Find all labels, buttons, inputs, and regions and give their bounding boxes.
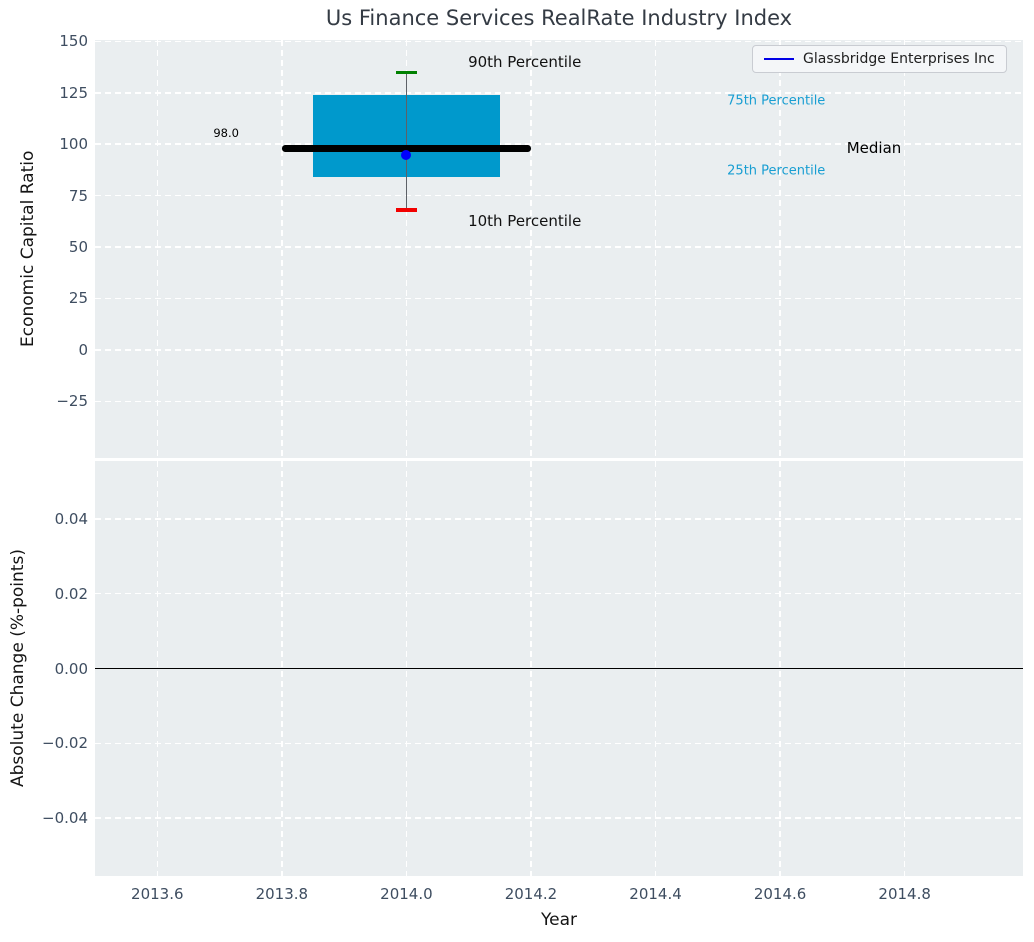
y-tick-label: 150 bbox=[59, 32, 88, 51]
y-tick-label: 0 bbox=[78, 340, 88, 359]
h-gridline bbox=[95, 194, 1023, 197]
legend: Glassbridge Enterprises Inc bbox=[752, 45, 1007, 73]
v-gridline bbox=[281, 40, 283, 458]
y-tick-label: 25 bbox=[68, 289, 88, 308]
h-gridline bbox=[95, 297, 1023, 300]
legend-line-swatch bbox=[764, 58, 794, 60]
v-gridline bbox=[779, 40, 781, 458]
bottom-y-axis-label: Absolute Change (%-points) bbox=[8, 549, 28, 788]
zero-line bbox=[95, 667, 1023, 670]
chart-title: Us Finance Services RealRate Industry In… bbox=[325, 6, 793, 30]
bottom-plot-area bbox=[95, 461, 1023, 876]
h-gridline bbox=[95, 400, 1023, 402]
top-plot-area: 90th Percentile 10th Percentile Median 75th… bbox=[95, 40, 1023, 458]
v-gridline bbox=[405, 40, 408, 458]
top-y-axis-label: Economic Capital Ratio bbox=[18, 150, 38, 348]
y-tick-label: 0.04 bbox=[54, 509, 88, 528]
x-tick-label: 2014.8 bbox=[878, 885, 931, 903]
h-gridline bbox=[95, 40, 1023, 43]
h-gridline bbox=[95, 592, 1023, 595]
annotation: 75th Percentile bbox=[727, 93, 826, 109]
h-gridline bbox=[95, 92, 1023, 94]
y-tick-label: 0.00 bbox=[54, 659, 88, 678]
v-gridline bbox=[654, 40, 657, 458]
y-tick-label: −25 bbox=[56, 392, 88, 411]
x-tick-label: 2014.2 bbox=[504, 885, 558, 903]
h-gridline bbox=[95, 518, 1023, 520]
h-gridline bbox=[95, 246, 1023, 248]
y-tick-label: −0.02 bbox=[42, 734, 88, 753]
annotation: 98.0 bbox=[213, 125, 239, 140]
x-tick-label: 2014.0 bbox=[380, 885, 433, 903]
y-tick-label: 100 bbox=[59, 135, 88, 154]
annotation: Median bbox=[846, 138, 902, 157]
annotation: 90th Percentile bbox=[468, 53, 582, 71]
y-tick-label: 125 bbox=[59, 83, 88, 102]
y-tick-label: 50 bbox=[68, 238, 88, 257]
v-gridline bbox=[903, 40, 906, 458]
cap-10th-percentile bbox=[395, 208, 417, 212]
whisker-line bbox=[405, 72, 408, 211]
h-gridline bbox=[95, 349, 1023, 351]
v-gridline bbox=[530, 40, 532, 458]
v-gridline bbox=[156, 40, 159, 458]
annotation: 10th Percentile bbox=[468, 211, 582, 230]
x-tick-label: 2014.4 bbox=[629, 885, 682, 903]
company-point bbox=[401, 149, 412, 160]
x-axis-label: Year bbox=[541, 910, 577, 930]
annotation: 25th Percentile bbox=[727, 163, 826, 179]
y-tick-label: 75 bbox=[68, 186, 88, 205]
legend-label: Glassbridge Enterprises Inc bbox=[803, 51, 995, 67]
y-tick-label: 0.02 bbox=[54, 584, 88, 603]
h-gridline bbox=[95, 817, 1023, 819]
x-tick-label: 2013.8 bbox=[255, 885, 309, 903]
x-tick-label: 2013.6 bbox=[131, 885, 184, 903]
cap-90th-percentile bbox=[395, 70, 417, 74]
median-line bbox=[281, 145, 531, 152]
y-tick-label: −0.04 bbox=[42, 809, 88, 828]
h-gridline bbox=[95, 742, 1023, 745]
h-gridline bbox=[95, 143, 1023, 145]
x-tick-label: 2014.6 bbox=[753, 885, 807, 903]
